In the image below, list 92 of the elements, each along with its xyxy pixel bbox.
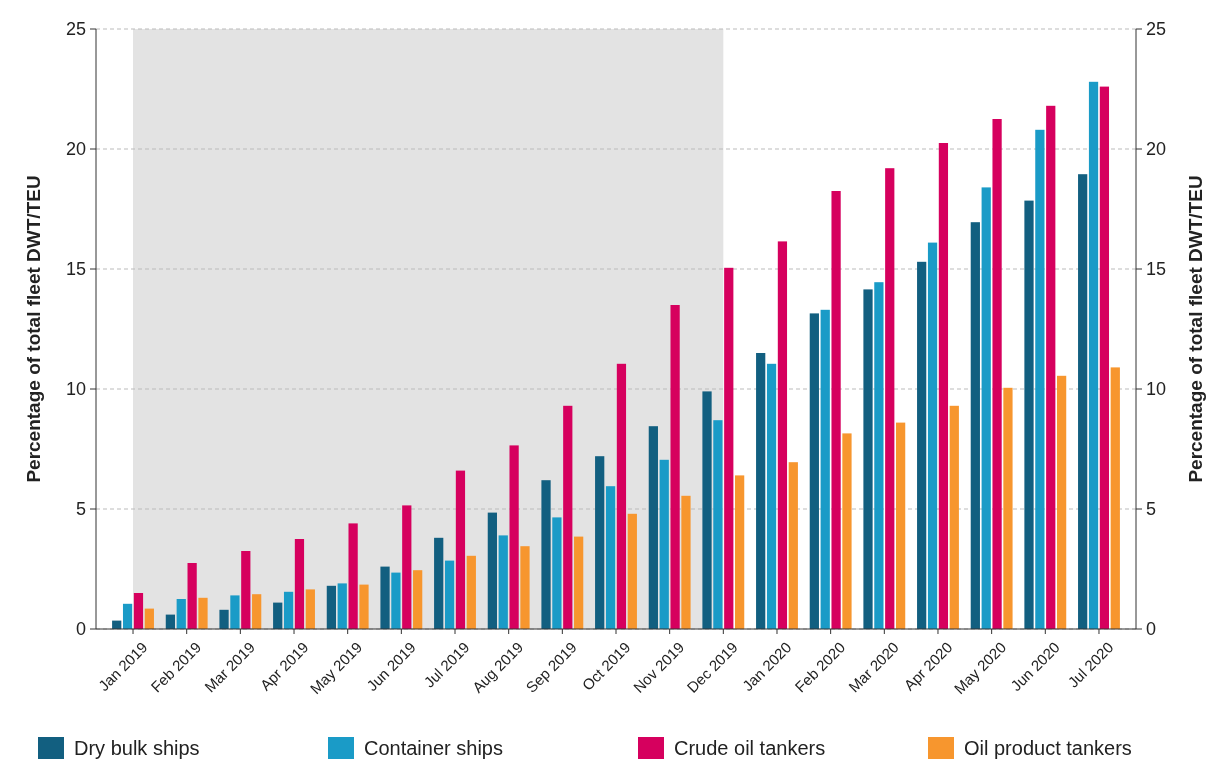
bar (552, 517, 562, 629)
legend-label: Container ships (364, 737, 503, 759)
y-axis-title: Percentage of total fleet DWT/TEU (23, 175, 44, 483)
y-tick-label: 5 (75, 499, 86, 520)
bar (788, 462, 798, 629)
bar (122, 603, 133, 629)
bar (444, 560, 455, 629)
bar (187, 563, 197, 629)
bar (1088, 81, 1099, 629)
bar (595, 456, 605, 629)
bar (574, 536, 584, 629)
bar (326, 585, 336, 629)
y-tick-label: 15 (65, 259, 86, 280)
bar (434, 537, 444, 629)
bar (176, 599, 186, 629)
bar (917, 261, 927, 629)
bar (1003, 387, 1013, 629)
y2-axis-title: Percentage of total fleet DWT/TEU (1185, 175, 1206, 483)
bar (777, 241, 788, 629)
y-tick-label: 10 (65, 379, 86, 400)
y-tick-label: 0 (75, 619, 86, 640)
y2-tick-label: 0 (1146, 619, 1157, 640)
bar (294, 539, 305, 629)
legend-label: Crude oil tankers (674, 737, 826, 759)
bar (541, 480, 551, 629)
bar (198, 597, 208, 629)
bar (144, 608, 154, 629)
bar (863, 289, 873, 629)
bar (809, 313, 819, 629)
bar (498, 535, 508, 629)
bar (681, 495, 691, 629)
y-tick-label: 25 (65, 19, 86, 40)
bar (487, 512, 497, 629)
bar (735, 475, 745, 629)
bar (380, 566, 390, 629)
bar (981, 187, 991, 629)
bar (1046, 105, 1056, 629)
bar (766, 363, 777, 629)
bar (938, 143, 949, 629)
bar (252, 594, 262, 629)
bar (230, 595, 240, 629)
bar (713, 420, 723, 629)
bar (648, 426, 658, 629)
y2-tick-label: 25 (1146, 19, 1167, 40)
bar (273, 602, 283, 629)
bar (756, 353, 766, 629)
bar (1057, 375, 1067, 629)
bar (219, 609, 229, 629)
bar (992, 119, 1002, 629)
legend-label: Dry bulk ships (74, 737, 200, 759)
bar (820, 309, 830, 629)
y2-tick-label: 20 (1146, 139, 1167, 160)
bar (1024, 200, 1034, 629)
bar (283, 591, 294, 629)
bar (455, 470, 466, 629)
bar (348, 523, 358, 629)
bar (605, 486, 616, 629)
bar (659, 459, 669, 629)
bar (391, 572, 401, 629)
bar (337, 583, 347, 629)
bar (970, 222, 980, 629)
bar (927, 242, 938, 629)
bar (359, 584, 369, 629)
bar (520, 546, 530, 629)
legend-label: Oil product tankers (964, 737, 1132, 759)
bar (1078, 174, 1088, 629)
bar (885, 168, 895, 629)
bar (616, 363, 627, 629)
bar (1099, 86, 1110, 629)
y2-tick-label: 10 (1146, 379, 1167, 400)
bar (133, 593, 144, 629)
bar (466, 555, 476, 629)
bar (831, 191, 841, 629)
bar (949, 405, 959, 629)
bar (1035, 129, 1045, 629)
bar (724, 267, 734, 629)
bar (670, 305, 680, 629)
bar (896, 422, 906, 629)
bar (702, 391, 712, 629)
bar (1110, 367, 1120, 629)
bar (563, 405, 573, 629)
bar (402, 505, 412, 629)
y2-tick-label: 5 (1146, 499, 1157, 520)
y2-tick-label: 15 (1146, 259, 1167, 280)
bar (627, 513, 637, 629)
bar (305, 589, 315, 629)
bar (241, 551, 251, 629)
bar (842, 433, 852, 629)
y-tick-label: 20 (65, 139, 86, 160)
bar (874, 282, 884, 629)
bar (413, 570, 423, 629)
bar (509, 445, 519, 629)
